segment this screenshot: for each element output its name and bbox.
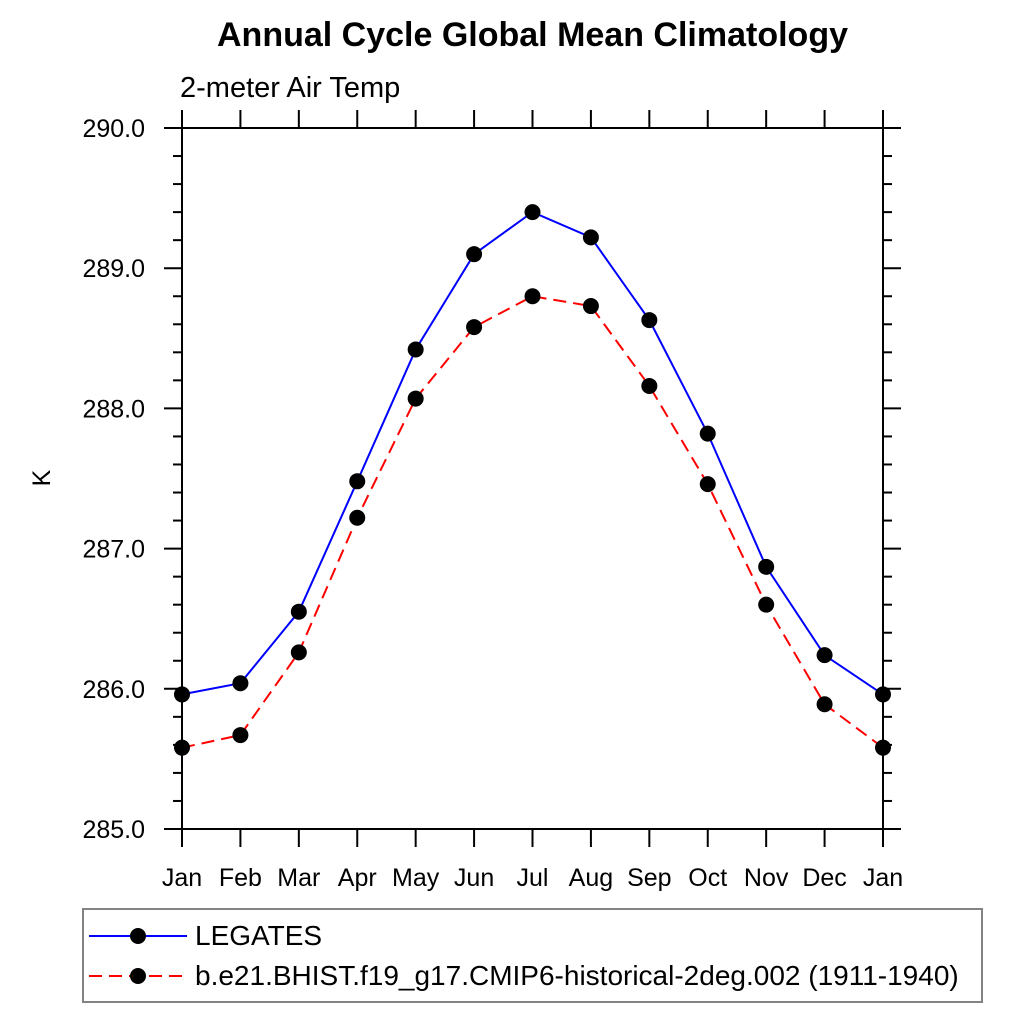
data-point-series-0 [641, 312, 658, 329]
data-point-series-0 [407, 341, 424, 358]
x-tick-label: Jul [517, 864, 549, 892]
legend: LEGATES b.e21.BHIST.f19_g17.CMIP6-histor… [82, 908, 983, 1003]
data-point-series-0 [758, 558, 775, 575]
x-tick-label: Dec [802, 864, 846, 892]
legend-row-model: b.e21.BHIST.f19_g17.CMIP6-historical-2de… [87, 956, 981, 996]
x-tick-label: Aug [569, 864, 613, 892]
data-point-series-0 [290, 603, 307, 620]
data-point-series-0 [466, 246, 483, 263]
y-tick-label: 288.0 [82, 395, 145, 423]
data-point-series-0 [699, 425, 716, 442]
y-tick-label: 287.0 [82, 536, 145, 564]
data-point-series-0 [582, 229, 599, 246]
data-point-series-1 [582, 298, 599, 315]
chart-title: Annual Cycle Global Mean Climatology [217, 16, 848, 54]
data-point-series-0 [816, 647, 833, 664]
data-point-series-1 [290, 644, 307, 661]
data-point-series-0 [174, 686, 190, 703]
data-point-series-1 [466, 319, 483, 336]
data-point-series-1 [758, 596, 775, 613]
data-point-series-1 [875, 739, 891, 756]
legend-sample-marker [130, 968, 146, 984]
x-tick-label: Apr [338, 864, 377, 892]
data-point-series-1 [816, 696, 833, 713]
data-point-series-1 [407, 390, 424, 407]
data-point-series-1 [641, 377, 658, 394]
series-line-0 [181, 210, 884, 696]
y-tick-label: 290.0 [82, 115, 145, 143]
legend-line-sample-legates [89, 928, 187, 944]
x-tick-label: Jun [454, 864, 494, 892]
legend-label-model: b.e21.BHIST.f19_g17.CMIP6-historical-2de… [195, 960, 959, 991]
x-tick-label: Feb [219, 864, 262, 892]
data-point-series-0 [349, 473, 366, 490]
y-tick-label: 286.0 [82, 676, 145, 704]
x-tick-label: Jan [162, 864, 202, 892]
data-point-series-1 [524, 288, 541, 305]
data-point-series-0 [524, 204, 541, 221]
legend-label-legates: LEGATES [195, 920, 323, 951]
data-point-series-0 [232, 675, 249, 692]
plot-box [181, 127, 884, 830]
legend-row-legates: LEGATES [87, 916, 981, 956]
x-tick-label: Nov [744, 864, 789, 892]
x-tick-label: Mar [277, 864, 320, 892]
y-tick-label: 289.0 [82, 255, 145, 283]
x-tick-label: Oct [688, 864, 727, 892]
legend-sample-marker [130, 928, 146, 944]
chart-subtitle: 2-meter Air Temp [180, 72, 401, 104]
x-tick-label: May [392, 864, 440, 892]
data-point-series-1 [232, 727, 249, 744]
data-point-series-1 [699, 476, 716, 493]
x-tick-label: Sep [627, 864, 671, 892]
y-axis-label: K [28, 469, 56, 486]
y-tick-label: 285.0 [82, 816, 145, 844]
data-point-series-0 [875, 686, 891, 703]
series-line-1 [181, 295, 884, 749]
legend-line-sample-model [89, 968, 187, 984]
data-point-series-1 [174, 739, 190, 756]
data-point-series-1 [349, 509, 366, 526]
x-tick-label: Jan [863, 864, 903, 892]
